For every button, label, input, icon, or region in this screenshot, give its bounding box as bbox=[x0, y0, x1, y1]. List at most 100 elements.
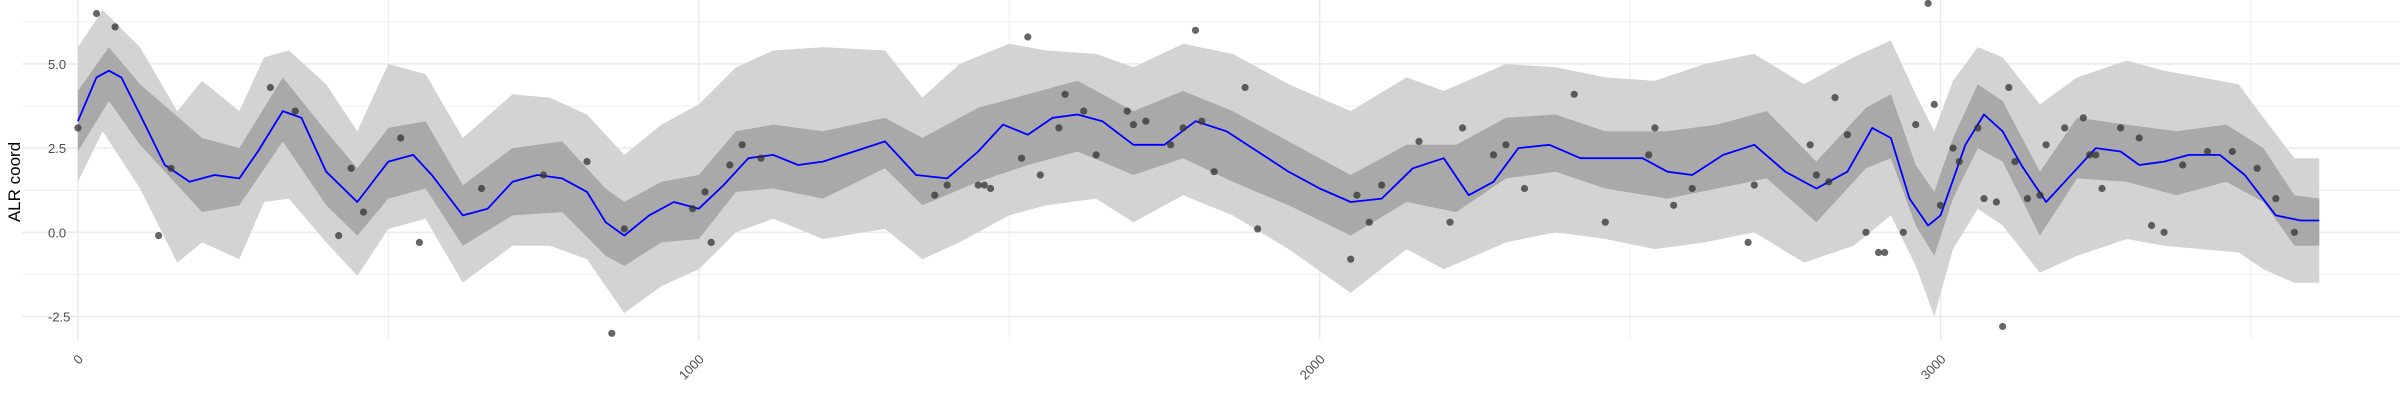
data-point bbox=[1415, 137, 1423, 145]
data-point bbox=[726, 161, 734, 169]
data-point bbox=[757, 154, 765, 162]
data-point bbox=[974, 181, 982, 189]
data-point bbox=[1930, 100, 1938, 108]
y-tick-label: 5.0 bbox=[48, 57, 66, 72]
data-point bbox=[1446, 218, 1454, 226]
data-point bbox=[1806, 141, 1814, 149]
data-point bbox=[738, 141, 746, 149]
y-tick-label: 2.5 bbox=[48, 141, 66, 156]
data-point bbox=[620, 225, 628, 233]
data-point bbox=[1347, 255, 1355, 263]
data-point bbox=[359, 208, 368, 216]
y-axis-title: ALR coord bbox=[5, 142, 24, 222]
mean-line bbox=[77, 69, 2320, 237]
data-point bbox=[111, 23, 119, 31]
data-point bbox=[2203, 147, 2212, 156]
inner-credible-band bbox=[77, 47, 2320, 266]
data-point bbox=[1831, 94, 1839, 102]
data-point bbox=[943, 181, 951, 189]
data-point bbox=[1688, 184, 1696, 193]
data-point bbox=[2135, 134, 2143, 142]
data-point bbox=[1061, 90, 1069, 98]
data-point bbox=[1378, 181, 1386, 189]
data-point bbox=[1024, 33, 1032, 41]
data-point bbox=[2253, 164, 2261, 172]
data-point bbox=[1167, 141, 1175, 149]
y-tick-label: 0.0 bbox=[48, 225, 66, 240]
data-point bbox=[583, 158, 591, 166]
y-axis-ticks: -2.5 0.0 2.5 5.0 bbox=[48, 57, 70, 324]
data-point bbox=[2061, 124, 2069, 132]
data-point bbox=[2079, 114, 2087, 122]
data-point bbox=[1881, 248, 1889, 257]
data-point bbox=[415, 238, 423, 246]
x-tick-label: 1000 bbox=[676, 352, 707, 383]
data-point bbox=[92, 9, 101, 18]
data-point bbox=[1645, 151, 1653, 159]
data-point bbox=[266, 83, 274, 92]
data-points bbox=[74, 0, 2298, 337]
x-tick-label: 0 bbox=[70, 352, 86, 368]
data-point bbox=[1123, 107, 1131, 115]
data-point bbox=[608, 329, 616, 337]
data-point bbox=[2098, 184, 2106, 193]
data-point bbox=[1365, 218, 1373, 226]
data-point bbox=[1179, 124, 1187, 132]
data-point bbox=[1750, 181, 1758, 189]
data-point bbox=[1080, 107, 1088, 115]
data-point bbox=[1955, 158, 1963, 166]
data-point bbox=[2228, 147, 2236, 156]
data-point bbox=[707, 238, 715, 246]
data-point bbox=[2117, 124, 2125, 132]
data-point bbox=[1999, 322, 2007, 331]
data-point bbox=[291, 107, 299, 115]
data-point bbox=[1992, 198, 2000, 206]
data-point bbox=[74, 124, 82, 132]
data-point bbox=[1812, 171, 1820, 179]
data-point bbox=[2092, 151, 2100, 159]
data-point bbox=[1092, 151, 1100, 159]
x-tick-label: 2000 bbox=[1297, 352, 1328, 383]
data-point bbox=[1191, 26, 1200, 34]
data-point bbox=[1601, 218, 1609, 226]
data-point bbox=[1254, 225, 1262, 233]
data-point bbox=[1936, 201, 1945, 209]
data-point bbox=[1129, 121, 1137, 129]
data-point bbox=[2042, 141, 2050, 149]
data-point bbox=[1570, 90, 1578, 98]
data-point bbox=[2023, 195, 2032, 203]
data-point bbox=[701, 188, 709, 196]
data-point bbox=[1899, 228, 1907, 236]
data-point bbox=[167, 164, 175, 172]
data-point bbox=[987, 184, 995, 193]
data-point bbox=[2272, 195, 2280, 203]
data-point bbox=[1980, 195, 1988, 203]
data-point bbox=[2011, 158, 2019, 166]
data-point bbox=[1924, 0, 1932, 7]
data-point bbox=[539, 171, 548, 179]
data-point bbox=[335, 232, 343, 240]
data-point bbox=[1874, 248, 1883, 257]
data-point bbox=[1670, 201, 1678, 209]
data-point bbox=[1651, 124, 1659, 132]
data-point bbox=[1210, 168, 1218, 176]
data-point bbox=[1055, 124, 1063, 132]
data-point bbox=[1520, 184, 1529, 193]
data-point bbox=[1458, 124, 1467, 132]
data-point bbox=[2179, 161, 2187, 169]
data-point bbox=[1198, 117, 1206, 125]
data-point bbox=[1353, 191, 1361, 199]
data-point bbox=[689, 205, 697, 213]
data-point bbox=[2148, 221, 2156, 230]
y-tick-label: -2.5 bbox=[48, 309, 70, 324]
data-point bbox=[931, 191, 939, 199]
data-point bbox=[2290, 228, 2298, 236]
data-point bbox=[1862, 228, 1870, 236]
data-point bbox=[397, 134, 405, 142]
x-tick-label: 3000 bbox=[1918, 352, 1949, 383]
data-point bbox=[1018, 154, 1026, 162]
data-point bbox=[1949, 144, 1957, 152]
data-point bbox=[2160, 228, 2168, 236]
data-point bbox=[347, 164, 355, 172]
